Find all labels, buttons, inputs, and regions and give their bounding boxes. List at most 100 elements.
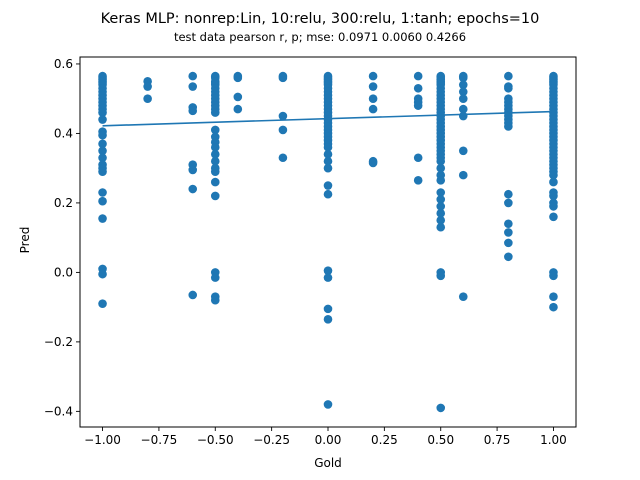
data-point <box>413 153 423 163</box>
data-point <box>188 71 198 81</box>
data-point <box>368 104 378 114</box>
data-point <box>458 146 468 156</box>
data-point <box>504 189 513 199</box>
data-point <box>143 94 152 103</box>
data-point <box>188 290 198 300</box>
data-point <box>436 271 446 281</box>
data-point <box>458 73 468 83</box>
data-point <box>210 167 220 176</box>
axes: −1.00 −0.75 −0.50 −0.25 0.00 0.25 0.50 0.75 1.00… <box>44 56 577 447</box>
data-point <box>323 181 333 190</box>
y-tick-label: −0.4 <box>44 404 73 418</box>
data-point <box>323 143 333 152</box>
data-point <box>458 87 468 97</box>
data-point <box>210 143 220 152</box>
data-point <box>549 271 558 281</box>
data-point <box>188 165 198 175</box>
data-point <box>210 177 220 187</box>
data-point <box>436 163 446 173</box>
data-point <box>323 163 333 173</box>
data-point <box>188 106 198 116</box>
data-point <box>98 196 107 206</box>
x-axis-label: Gold <box>314 456 342 470</box>
data-point <box>233 92 243 102</box>
data-point <box>188 184 198 194</box>
data-point <box>98 269 107 279</box>
data-point <box>549 170 558 180</box>
data-point <box>549 292 558 302</box>
data-point <box>504 83 513 93</box>
data-point <box>458 170 468 180</box>
data-point <box>436 215 446 225</box>
data-point <box>210 149 220 159</box>
data-point <box>504 219 513 229</box>
y-tick-label: 0.4 <box>54 126 73 140</box>
data-point <box>413 101 423 110</box>
data-point <box>504 252 513 262</box>
data-point <box>210 295 220 305</box>
data-point <box>549 302 558 312</box>
data-point <box>436 188 446 197</box>
y-tick-label: 0.0 <box>54 265 73 279</box>
data-point <box>458 104 468 114</box>
data-point <box>98 139 107 149</box>
data-point <box>504 122 513 131</box>
data-point <box>323 304 333 314</box>
data-point <box>323 156 333 166</box>
data-point <box>323 315 333 324</box>
data-point <box>98 153 107 163</box>
data-point <box>413 83 423 93</box>
y-tick-label: −0.2 <box>44 335 73 349</box>
data-point <box>210 191 220 201</box>
data-point <box>323 400 333 409</box>
x-tick-label: 0.50 <box>427 433 454 447</box>
data-point <box>98 130 107 140</box>
data-point <box>278 111 288 121</box>
data-point <box>323 149 333 159</box>
data-point <box>98 146 107 156</box>
data-point <box>504 238 513 248</box>
data-point <box>368 94 378 103</box>
data-point <box>98 214 107 223</box>
data-point <box>368 71 378 81</box>
data-point <box>436 156 446 166</box>
data-point <box>413 71 423 81</box>
x-tick-label: −1.00 <box>84 433 121 447</box>
data-point <box>143 82 152 91</box>
data-point <box>368 158 378 168</box>
data-point <box>210 108 220 117</box>
data-point <box>98 115 107 124</box>
fit-line-layer <box>102 110 554 127</box>
data-point <box>98 167 107 176</box>
data-point <box>458 80 468 90</box>
data-point <box>549 212 558 222</box>
data-point <box>210 156 220 166</box>
data-point <box>504 198 513 208</box>
data-point <box>436 176 446 185</box>
data-point <box>98 188 107 197</box>
data-point <box>504 228 513 237</box>
data-points <box>98 71 558 413</box>
data-point <box>413 176 423 185</box>
data-point <box>436 403 446 413</box>
data-point <box>188 82 198 91</box>
data-point <box>436 202 446 211</box>
data-point <box>549 191 558 201</box>
data-point <box>278 153 288 163</box>
fit-line <box>102 110 554 127</box>
data-point <box>549 202 558 211</box>
x-tick-label: 0.75 <box>484 433 511 447</box>
data-point <box>458 94 468 103</box>
data-point <box>368 82 378 91</box>
chart-subtitle: test data pearson r, p; mse: 0.0971 0.00… <box>174 30 466 44</box>
x-tick-label: 0.25 <box>371 433 398 447</box>
y-tick-label: 0.2 <box>54 196 73 210</box>
data-point <box>233 104 243 114</box>
data-point <box>323 189 333 199</box>
data-point <box>323 266 333 275</box>
data-point <box>278 125 288 135</box>
data-point <box>549 177 558 187</box>
data-point <box>436 195 446 204</box>
data-point <box>458 111 468 121</box>
x-tick-label: −0.75 <box>141 433 178 447</box>
